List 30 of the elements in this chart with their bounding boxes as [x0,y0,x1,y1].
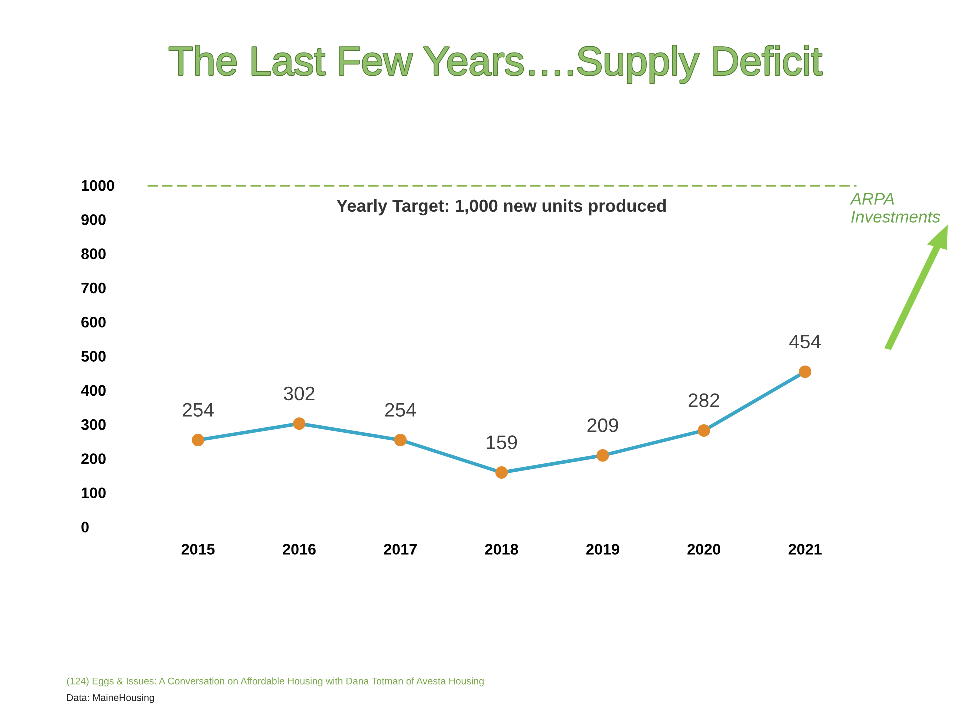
data-label: 159 [487,436,518,450]
y-tick-label: 900 [82,214,106,226]
y-tick-label: 1000 [82,180,114,192]
y-tick-label: 400 [81,385,106,396]
y-tick-label: 800 [82,248,106,260]
x-tick-label: 2015 [182,544,215,555]
x-tick-label: 2016 [283,544,316,555]
x-tick-label: 2019 [586,544,620,555]
y-tick-label: 0 [82,522,89,533]
x-tick-label: 2021 [788,544,822,555]
data-label: 302 [284,386,315,401]
x-tick-label: 2018 [485,544,518,555]
y-tick-label: 100 [82,488,106,499]
data-label: 254 [385,403,416,417]
data-label: 282 [688,394,720,408]
y-tick-label: 300 [81,419,106,430]
text: Data: MaineHousing [68,694,154,704]
x-tick-label: 2020 [688,544,721,555]
data-label: 254 [183,403,214,417]
y-tick-label: 600 [82,316,106,328]
y-tick-label: 500 [82,351,106,362]
x-tick-label: 2017 [384,544,417,555]
ref-line-label: Yearly Target: 1,000 new units produced [336,199,666,216]
y-tick-label: 700 [82,282,106,294]
data-label: 209 [588,418,618,432]
y-tick-label: 200 [82,454,106,464]
annotation: ARPA Investments [850,193,940,223]
chart-title: The Last Few Years….Supply Deficit [170,46,822,84]
text: (124) Eggs & Issues: A Conversation on Affordable Housing with Dana Totman of Avesta Housing [67,678,484,687]
data-label: 454 [790,335,822,349]
